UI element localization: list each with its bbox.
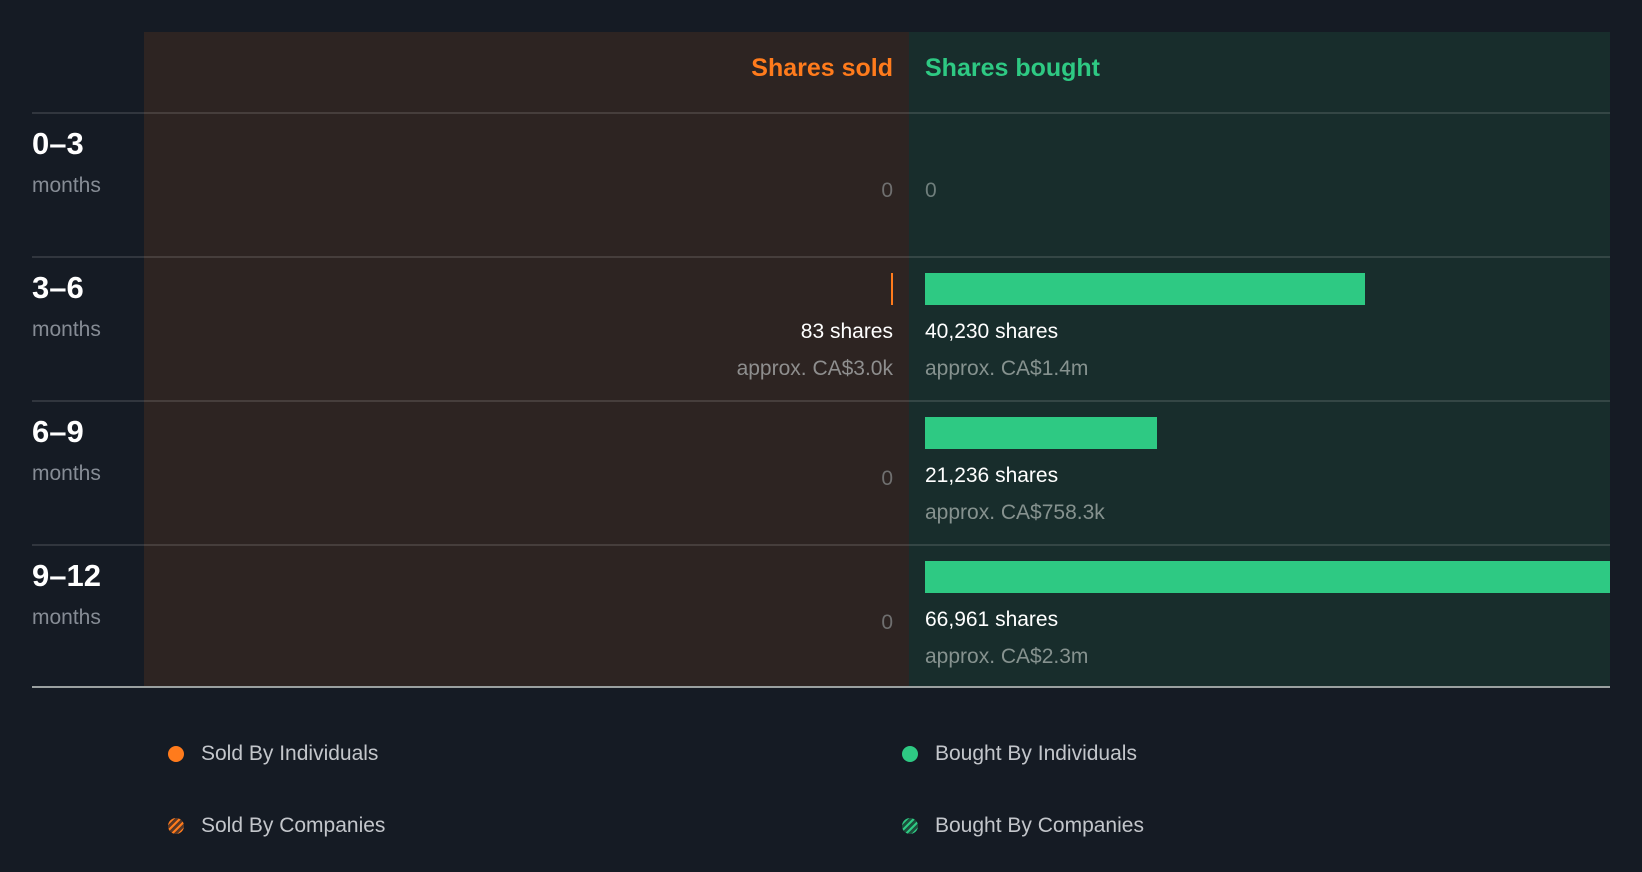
- sold-bar[interactable]: [891, 273, 893, 305]
- period-unit: months: [32, 606, 101, 629]
- period-unit: months: [32, 174, 101, 197]
- axis-line: [32, 686, 1610, 688]
- bought-value: 0: [925, 179, 937, 202]
- sold-value: 0: [881, 467, 893, 490]
- period-label: 6–9: [32, 414, 84, 449]
- legend-bought-by-individuals[interactable]: Bought By Individuals: [902, 742, 1137, 766]
- sold-shares: 83 shares: [800, 320, 893, 343]
- divider: [32, 400, 1610, 402]
- legend-label: Sold By Individuals: [201, 742, 379, 765]
- bought-shares: 66,961 shares: [925, 608, 1059, 631]
- period-label: 0–3: [32, 126, 84, 161]
- divider: [32, 544, 1610, 546]
- sold-value: 0: [881, 611, 893, 634]
- bought-shares: 21,236 shares: [925, 464, 1059, 487]
- sold-approx-value: approx. CA$3.0k: [736, 357, 893, 380]
- bought-bar[interactable]: [925, 417, 1157, 449]
- shares-bought-header: Shares bought: [925, 54, 1101, 82]
- bought-approx-value: approx. CA$758.3k: [925, 501, 1105, 524]
- bought-bar[interactable]: [925, 561, 1610, 593]
- row-9-12-months: 9–12 months 0 66,961 shares approx. CA$2…: [0, 546, 1642, 690]
- period-unit: months: [32, 462, 101, 485]
- row-6-9-months: 6–9 months 0 21,236 shares approx. CA$75…: [0, 402, 1642, 546]
- legend-label: Bought By Companies: [935, 814, 1144, 837]
- shares-sold-header: Shares sold: [751, 54, 893, 82]
- period-label: 3–6: [32, 270, 84, 305]
- striped-orange-dot-icon: [168, 818, 184, 834]
- divider: [32, 256, 1610, 258]
- divider: [32, 112, 1610, 114]
- sold-value: 0: [881, 179, 893, 202]
- green-dot-icon: [902, 746, 918, 762]
- legend-bought-by-companies[interactable]: Bought By Companies: [902, 814, 1144, 838]
- period-unit: months: [32, 318, 101, 341]
- bought-shares: 40,230 shares: [925, 320, 1059, 343]
- row-0-3-months: 0–3 months 0 0: [0, 114, 1642, 258]
- period-label: 9–12: [32, 558, 101, 593]
- orange-dot-icon: [168, 746, 184, 762]
- bought-approx-value: approx. CA$1.4m: [925, 357, 1089, 380]
- legend-sold-by-individuals[interactable]: Sold By Individuals: [168, 742, 378, 766]
- legend-label: Bought By Individuals: [935, 742, 1137, 765]
- bought-approx-value: approx. CA$2.3m: [925, 645, 1089, 668]
- bought-bar[interactable]: [925, 273, 1365, 305]
- legend-label: Sold By Companies: [201, 814, 386, 837]
- striped-green-dot-icon: [902, 818, 918, 834]
- legend-sold-by-companies[interactable]: Sold By Companies: [168, 814, 385, 838]
- row-3-6-months: 3–6 months 83 shares approx. CA$3.0k 40,…: [0, 258, 1642, 402]
- sold-panel: [144, 32, 909, 687]
